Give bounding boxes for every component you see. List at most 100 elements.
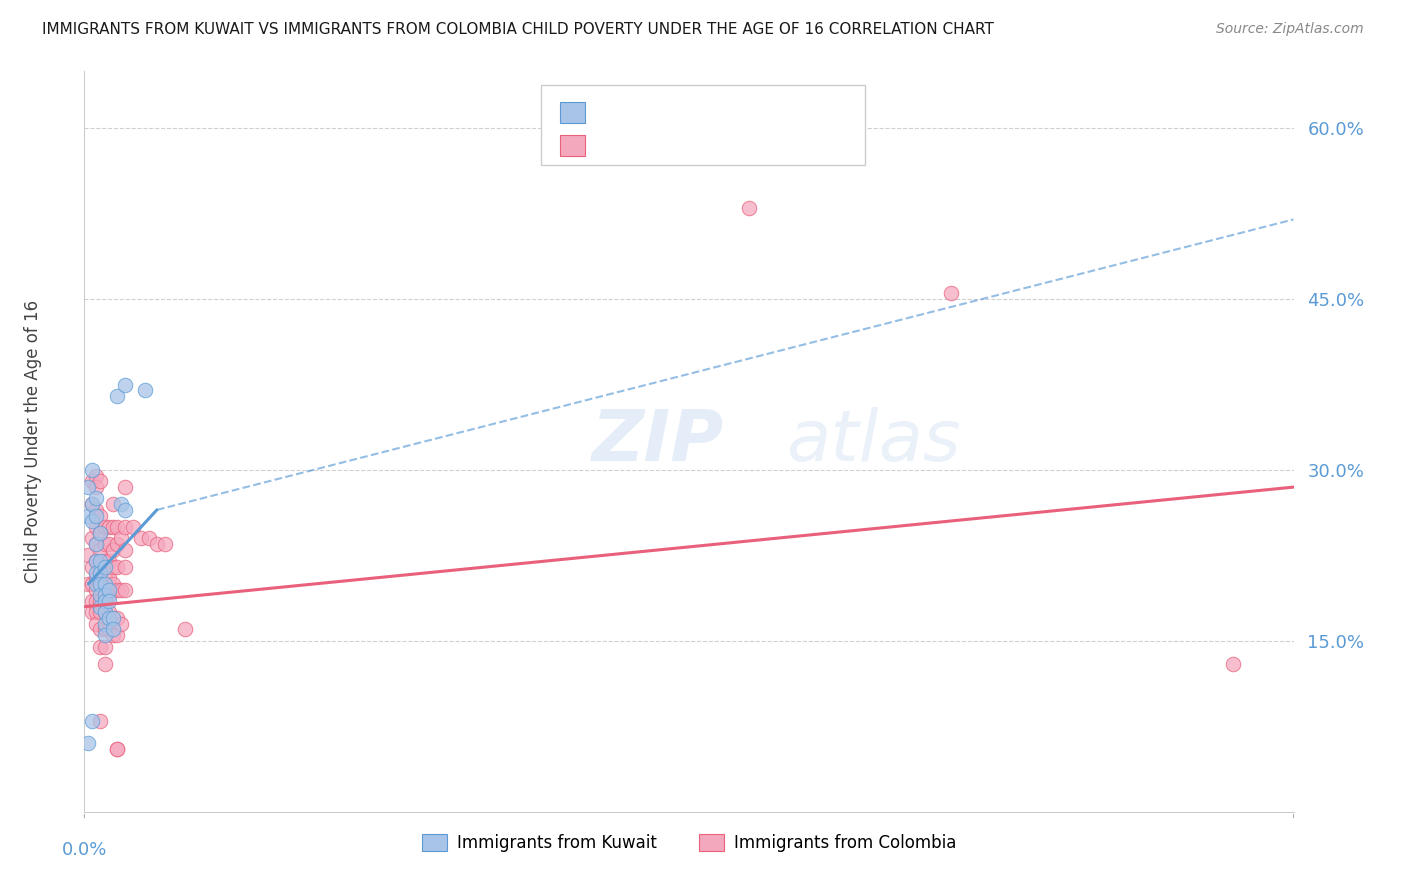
Point (89, 566, 111, 580)
Point (97, 537, 120, 551)
Point (101, 520, 124, 534)
Point (77, 577, 100, 591)
Text: Source: ZipAtlas.com: Source: ZipAtlas.com (1216, 22, 1364, 37)
Point (105, 628, 128, 642)
Point (89, 606, 111, 620)
Point (86, 606, 108, 620)
Point (82, 559, 104, 574)
Point (110, 616, 132, 631)
Point (121, 520, 143, 534)
Point (93, 588, 115, 602)
Point (89, 525, 111, 540)
Point (89, 525, 111, 540)
Point (86, 566, 108, 580)
Point (153, 537, 176, 551)
Point (114, 377, 136, 392)
Point (86, 554, 108, 568)
Point (93, 520, 115, 534)
Point (77, 480, 100, 494)
Text: 0.0%: 0.0% (62, 841, 107, 859)
Point (82, 497, 104, 511)
Point (89, 542, 111, 557)
Text: N = 36: N = 36 (731, 103, 793, 120)
Point (110, 497, 132, 511)
Point (105, 559, 128, 574)
Point (97, 520, 120, 534)
Point (101, 497, 124, 511)
Point (86, 520, 108, 534)
Point (93, 537, 115, 551)
Point (97, 611, 120, 625)
Point (89, 594, 111, 608)
Point (93, 554, 115, 568)
Text: R = 0.316: R = 0.316 (595, 136, 678, 153)
Point (93, 577, 115, 591)
Point (97, 554, 120, 568)
Point (97, 588, 120, 602)
Point (93, 623, 115, 637)
Point (138, 532, 160, 546)
Point (93, 606, 115, 620)
Point (89, 588, 111, 602)
Point (86, 537, 108, 551)
Point (93, 616, 115, 631)
Point (89, 475, 111, 489)
Point (114, 559, 136, 574)
Point (82, 577, 104, 591)
Point (97, 571, 120, 585)
Point (129, 532, 152, 546)
Point (93, 588, 115, 602)
Point (93, 559, 115, 574)
Point (114, 542, 136, 557)
Point (134, 384, 156, 398)
Point (101, 623, 124, 637)
Point (101, 611, 124, 625)
Point (101, 577, 124, 591)
Point (86, 508, 108, 523)
Point (77, 736, 100, 750)
Point (114, 520, 136, 534)
Point (105, 582, 128, 597)
Text: atlas: atlas (786, 407, 960, 476)
Point (93, 657, 115, 671)
Point (146, 537, 169, 551)
Point (82, 475, 104, 489)
Legend: Immigrants from Kuwait, Immigrants from Colombia: Immigrants from Kuwait, Immigrants from … (415, 828, 963, 859)
Point (86, 582, 108, 597)
Point (97, 606, 120, 620)
Point (97, 594, 120, 608)
Point (89, 599, 111, 614)
Text: IMMIGRANTS FROM KUWAIT VS IMMIGRANTS FROM COLOMBIA CHILD POVERTY UNDER THE AGE O: IMMIGRANTS FROM KUWAIT VS IMMIGRANTS FRO… (42, 22, 994, 37)
Point (89, 640, 111, 654)
Point (174, 623, 197, 637)
Point (939, 286, 962, 301)
Point (77, 508, 100, 523)
Point (86, 554, 108, 568)
Point (77, 549, 100, 563)
Point (82, 532, 104, 546)
Point (738, 201, 761, 215)
Point (110, 532, 132, 546)
Point (105, 520, 128, 534)
Point (105, 611, 128, 625)
Text: Child Poverty Under the Age of 16: Child Poverty Under the Age of 16 (24, 300, 42, 583)
Point (82, 497, 104, 511)
Point (86, 571, 108, 585)
Point (86, 480, 108, 494)
Point (86, 537, 108, 551)
Point (86, 468, 108, 483)
Point (105, 742, 128, 756)
Point (89, 554, 111, 568)
Point (101, 559, 124, 574)
Point (86, 577, 108, 591)
Point (86, 616, 108, 631)
Point (82, 463, 104, 477)
Point (82, 514, 104, 528)
Point (101, 628, 124, 642)
Point (86, 491, 108, 506)
Point (89, 559, 111, 574)
Point (89, 714, 111, 728)
Point (89, 577, 111, 591)
Point (86, 594, 108, 608)
Point (105, 537, 128, 551)
